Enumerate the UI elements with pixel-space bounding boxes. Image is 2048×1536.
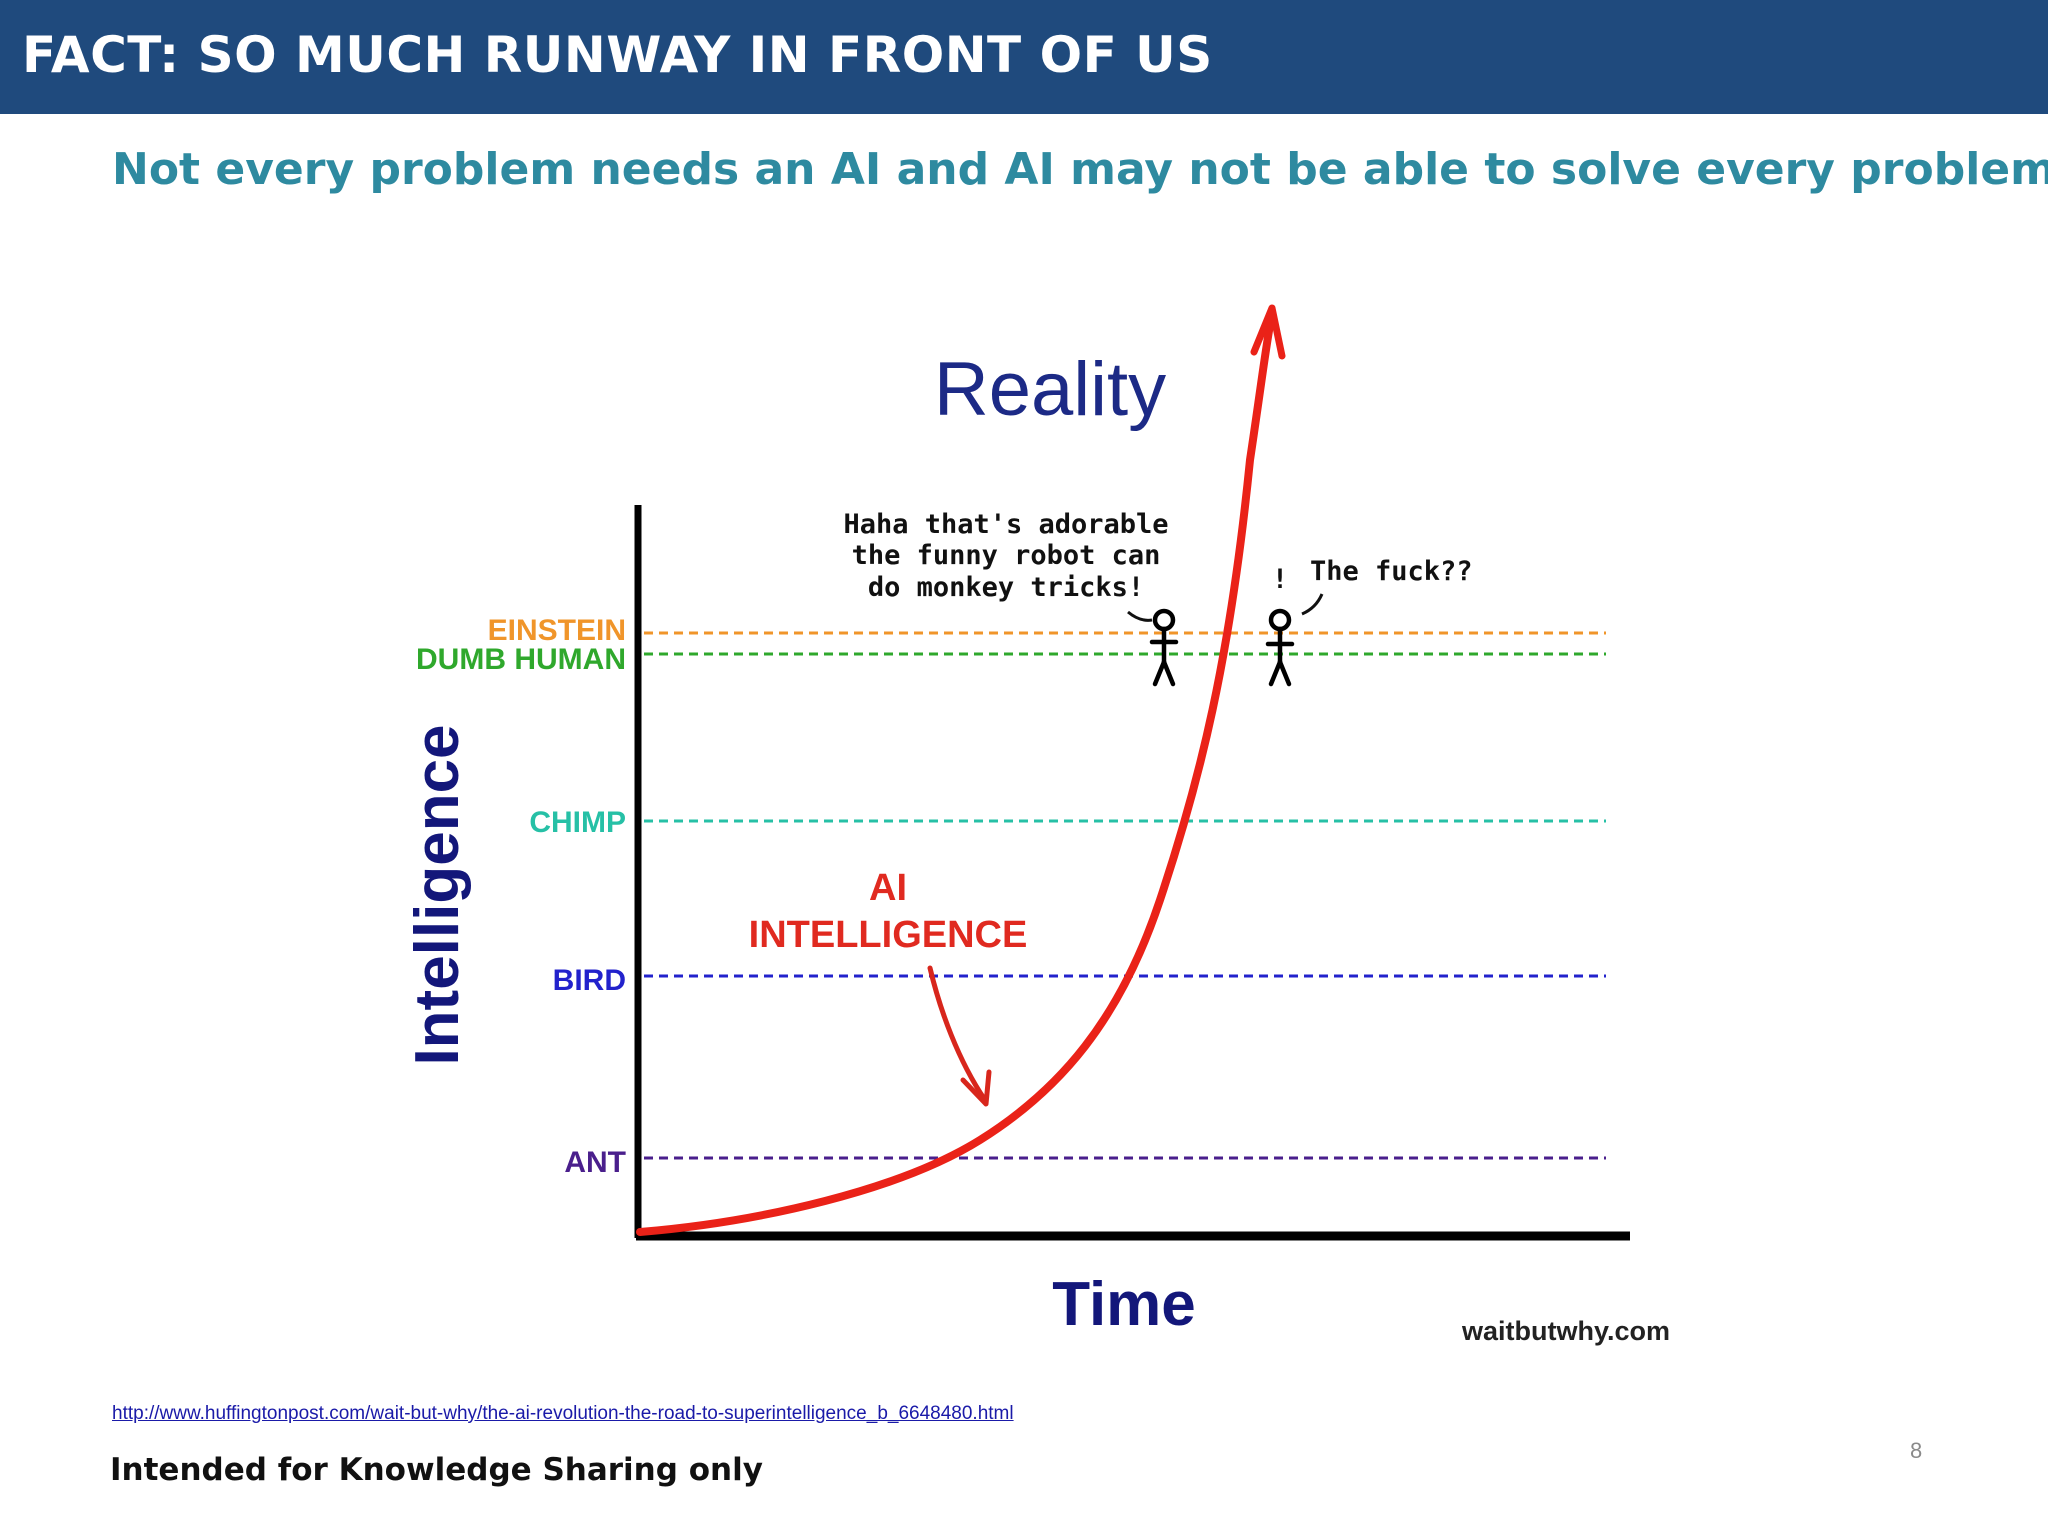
level-label-einstein: EINSTEIN bbox=[488, 614, 626, 647]
ai-pointer-arrow bbox=[927, 965, 988, 1103]
chart-credit: waitbutwhy.com bbox=[1461, 1316, 1670, 1346]
chart-title: Reality bbox=[934, 347, 1166, 432]
curve-arrow-head bbox=[1250, 304, 1286, 360]
speech-text-line2: the funny robot can bbox=[852, 540, 1161, 571]
speech-tail-2 bbox=[1301, 593, 1324, 616]
level-label-chimp: CHIMP bbox=[529, 806, 626, 839]
slide-subtitle: Not every problem needs an AI and AI may… bbox=[112, 144, 2048, 195]
speech-text-line1: Haha that's adorable bbox=[843, 509, 1168, 540]
ai-intelligence-curve bbox=[636, 311, 1276, 1236]
slide-header: FACT: SO MUCH RUNWAY IN FRONT OF US bbox=[0, 0, 2048, 114]
slide-title: FACT: SO MUCH RUNWAY IN FRONT OF US bbox=[22, 26, 1213, 84]
y-axis-title: Intelligence bbox=[403, 724, 472, 1065]
exclaim-mark: ! bbox=[1272, 564, 1288, 595]
ai-label-line1: AI bbox=[869, 867, 907, 909]
stick-figure-icon bbox=[1149, 608, 1179, 687]
speech-text-line3: do monkey tricks! bbox=[868, 572, 1144, 603]
ai-label-line2: INTELLIGENCE bbox=[749, 914, 1028, 956]
source-link[interactable]: http://www.huffingtonpost.com/wait-but-w… bbox=[112, 1403, 1014, 1424]
stick-figure-surprised-icon bbox=[1265, 608, 1295, 687]
speech-tail-1 bbox=[1127, 610, 1153, 622]
page-number: 8 bbox=[1910, 1438, 1923, 1463]
x-axis-title: Time bbox=[1052, 1270, 1196, 1339]
ai-pointer-arrowhead bbox=[960, 1069, 992, 1107]
level-label-bird: BIRD bbox=[553, 964, 626, 997]
speech-text-2: The fuck?? bbox=[1310, 556, 1473, 587]
footer-note: Intended for Knowledge Sharing only bbox=[110, 1452, 763, 1488]
level-label-dumb-human: DUMB HUMAN bbox=[416, 643, 626, 676]
level-label-ant: ANT bbox=[564, 1146, 626, 1179]
